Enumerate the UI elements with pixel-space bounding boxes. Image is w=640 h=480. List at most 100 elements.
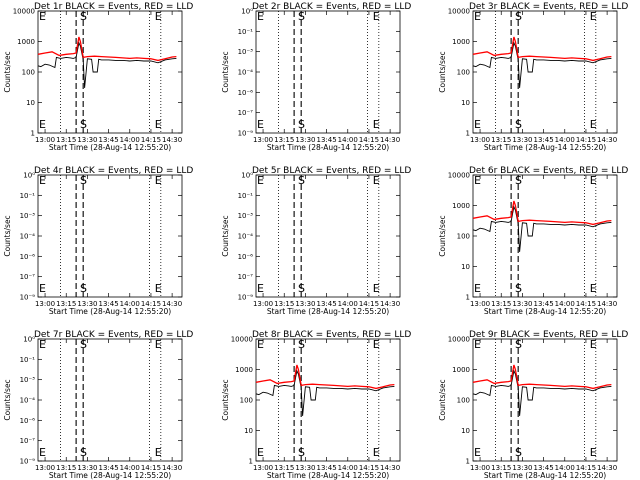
x-tick-label: 14:00 [555,464,575,472]
x-axis-label: Start Time (28-Aug-14 12:55:20) [267,471,389,480]
event-marker-bottom: E [373,118,380,131]
x-tick-label: 13:00 [253,300,273,308]
events-series-line [37,41,177,88]
x-tick-label: 13:45 [533,300,553,308]
event-marker-bottom: E [474,118,481,131]
event-marker-bottom: S [298,118,305,131]
lld-series-line [472,36,612,62]
x-axis-label: Start Time (28-Aug-14 12:55:20) [267,143,389,152]
x-tick-label: 13:00 [470,300,490,308]
y-tick-label: 10000 [231,336,253,344]
y-tick-label: 10⁰ [23,172,35,180]
event-marker-bottom: E [257,118,264,131]
lld-series-line [472,200,612,226]
y-tick-label: 10⁰ [23,336,35,344]
event-marker-bottom: S [80,282,87,295]
y-tick-label: 10⁻⁹ [20,458,36,466]
event-marker-bottom: E [39,118,46,131]
x-tick-label: 14:00 [555,300,575,308]
y-tick-label: 10⁻³ [238,48,254,56]
chart-title: Det 2r BLACK = Events, RED = LLD [252,2,411,12]
event-marker-bottom: E [257,282,264,295]
x-tick-label: 14:30 [162,136,182,144]
events-series-line [472,41,612,88]
event-marker-top: E [257,174,264,187]
lld-series-line [472,364,612,390]
x-axis-label: Start Time (28-Aug-14 12:55:20) [484,307,606,316]
x-tick-label: 14:30 [380,300,400,308]
y-tick-label: 10⁻⁹ [238,130,254,138]
x-tick-label: 13:45 [533,136,553,144]
event-marker-top: E [373,174,380,187]
x-tick-label: 14:15 [359,300,379,308]
x-axis-label: Start Time (28-Aug-14 12:55:20) [49,143,171,152]
event-marker-top: E [590,174,597,187]
x-tick-label: 14:30 [597,300,617,308]
x-tick-label: 13:45 [98,136,118,144]
y-tick-label: 1 [31,130,35,138]
chart-title: Det 6r BLACK = Events, RED = LLD [469,166,628,176]
event-marker-bottom: E [39,446,46,459]
x-tick-label: 13:15 [274,300,294,308]
x-tick-label: 13:15 [491,136,511,144]
y-tick-label: 10⁰ [241,8,253,16]
y-axis-label: Counts/sec [221,379,230,420]
event-marker-top: E [257,10,264,23]
y-tick-label: 10000 [13,8,35,16]
x-tick-label: 13:15 [56,136,76,144]
y-tick-label: 1000 [235,366,253,374]
x-tick-label: 14:15 [576,136,596,144]
event-marker-bottom: S [298,446,305,459]
event-marker-top: E [373,338,380,351]
y-tick-label: 1000 [452,202,470,210]
event-marker-top: S [298,338,305,351]
y-tick-label: 10⁻⁷ [238,273,254,281]
y-tick-label: 10⁻⁶ [238,253,254,261]
x-tick-label: 13:15 [274,464,294,472]
x-tick-label: 13:15 [56,300,76,308]
x-tick-label: 14:15 [359,464,379,472]
chart-title: Det 5r BLACK = Events, RED = LLD [252,166,411,176]
chart-title: Det 8r BLACK = Events, RED = LLD [252,330,411,340]
event-marker-top: S [298,10,305,23]
y-tick-label: 10⁻⁶ [238,89,254,97]
y-axis-label: Counts/sec [438,51,447,92]
event-marker-top: E [155,10,162,23]
y-tick-label: 10⁻⁷ [20,437,36,445]
x-tick-label: 14:30 [162,300,182,308]
event-marker-bottom: S [515,282,522,295]
x-tick-label: 13:45 [533,464,553,472]
x-tick-label: 14:00 [555,136,575,144]
y-tick-label: 10000 [448,336,470,344]
x-axis-label: Start Time (28-Aug-14 12:55:20) [484,471,606,480]
x-tick-label: 14:30 [162,464,182,472]
event-marker-top: S [80,338,87,351]
y-tick-label: 1000 [452,38,470,46]
y-tick-label: 10⁻³ [20,376,36,384]
y-tick-label: 10 [244,427,253,435]
event-marker-bottom: S [80,446,87,459]
y-tick-label: 100 [457,69,470,77]
y-tick-label: 10⁻¹ [20,192,36,200]
y-tick-label: 10⁻⁹ [20,294,36,302]
x-tick-label: 14:00 [338,136,358,144]
y-tick-label: 10 [461,263,470,271]
x-tick-label: 13:15 [491,300,511,308]
lld-series-line [37,36,177,62]
x-tick-label: 13:00 [35,136,55,144]
y-tick-label: 100 [457,397,470,405]
event-marker-top: E [590,338,597,351]
x-tick-label: 13:15 [274,136,294,144]
event-marker-top: S [515,10,522,23]
event-marker-top: E [590,10,597,23]
x-axis-label: Start Time (28-Aug-14 12:55:20) [484,143,606,152]
event-marker-bottom: S [80,118,87,131]
x-tick-label: 14:30 [597,136,617,144]
event-marker-top: E [39,10,46,23]
chart-title: Det 4r BLACK = Events, RED = LLD [34,166,193,176]
